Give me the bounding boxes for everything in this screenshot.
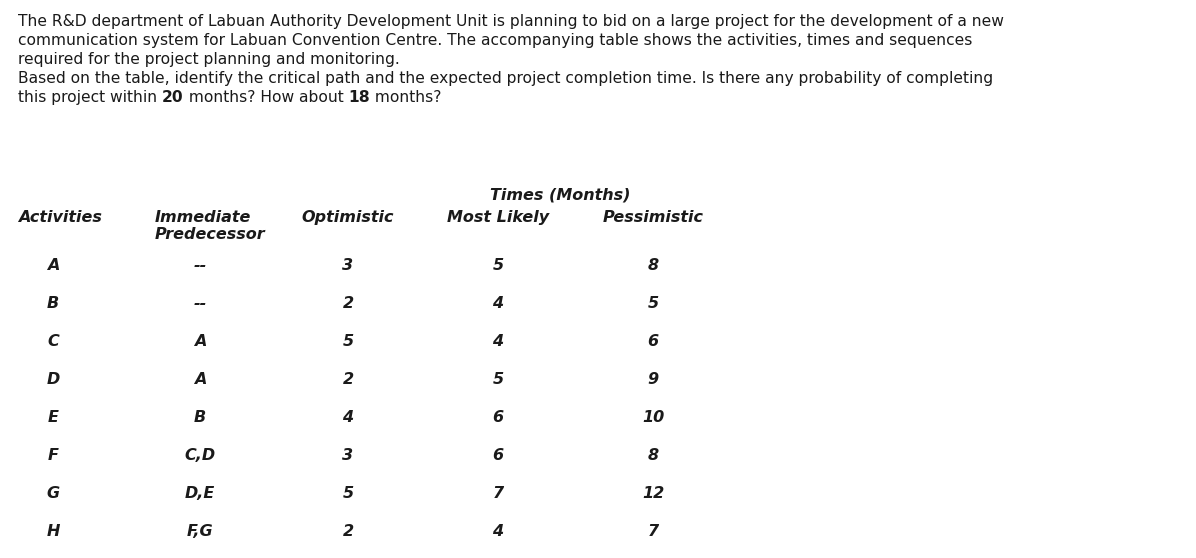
Text: H: H [47,524,60,539]
Text: 20: 20 [161,90,184,105]
Text: Times (Months): Times (Months) [489,188,630,203]
Text: 8: 8 [647,258,659,273]
Text: 4: 4 [342,410,354,425]
Text: 6: 6 [493,410,504,425]
Text: 12: 12 [642,486,664,501]
Text: 18: 18 [348,90,370,105]
Text: 4: 4 [493,524,504,539]
Text: months? How about: months? How about [184,90,348,105]
Text: Optimistic: Optimistic [301,210,395,225]
Text: 10: 10 [642,410,664,425]
Text: B: B [194,410,206,425]
Text: 7: 7 [647,524,659,539]
Text: D: D [47,372,60,387]
Text: A: A [194,334,206,349]
Text: Based on the table, identify the critical path and the expected project completi: Based on the table, identify the critica… [18,71,993,86]
Text: 3: 3 [342,448,354,463]
Text: E: E [48,410,59,425]
Text: 4: 4 [493,334,504,349]
Text: 7: 7 [493,486,504,501]
Text: 5: 5 [493,372,504,387]
Text: 4: 4 [493,296,504,311]
Text: B: B [47,296,59,311]
Text: communication system for Labuan Convention Centre. The accompanying table shows : communication system for Labuan Conventi… [18,33,972,48]
Text: --: -- [194,258,207,273]
Text: 6: 6 [647,334,659,349]
Text: A: A [194,372,206,387]
Text: G: G [47,486,60,501]
Text: The R&D department of Labuan Authority Development Unit is planning to bid on a : The R&D department of Labuan Authority D… [18,14,1003,29]
Text: 9: 9 [647,372,659,387]
Text: F,G: F,G [187,524,213,539]
Text: D,E: D,E [185,486,215,501]
Text: Immediate
Predecessor: Immediate Predecessor [155,210,266,242]
Text: required for the project planning and monitoring.: required for the project planning and mo… [18,52,399,67]
Text: C,D: C,D [184,448,215,463]
Text: 6: 6 [493,448,504,463]
Text: 5: 5 [647,296,659,311]
Text: 2: 2 [342,372,354,387]
Text: this project within: this project within [18,90,161,105]
Text: 8: 8 [647,448,659,463]
Text: Pessimistic: Pessimistic [603,210,703,225]
Text: 5: 5 [342,486,354,501]
Text: --: -- [194,296,207,311]
Text: 2: 2 [342,524,354,539]
Text: 5: 5 [493,258,504,273]
Text: A: A [47,258,59,273]
Text: 3: 3 [342,258,354,273]
Text: F: F [48,448,59,463]
Text: 2: 2 [342,296,354,311]
Text: Activities: Activities [18,210,102,225]
Text: 5: 5 [342,334,354,349]
Text: months?: months? [370,90,441,105]
Text: C: C [47,334,59,349]
Text: Most Likely: Most Likely [447,210,549,225]
